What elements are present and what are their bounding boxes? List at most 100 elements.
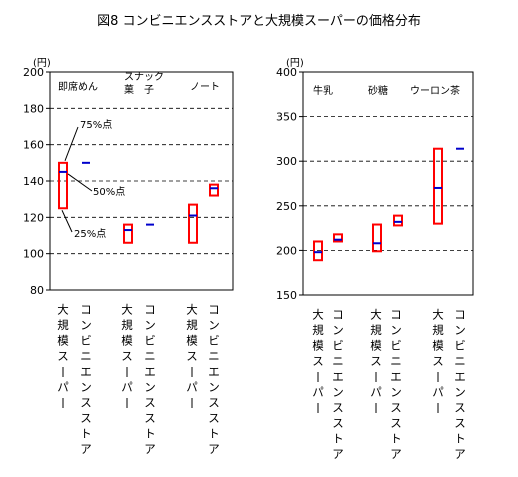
vertical-label-char: ス [144, 411, 156, 425]
annotation-25: 25%点 [74, 228, 106, 240]
vertical-label-char: ン [454, 385, 466, 399]
product-label: ウーロン茶 [410, 84, 460, 97]
vertical-label-char: ス [80, 411, 92, 425]
vertical-label-char: ビ [80, 334, 92, 348]
vertical-label-char: コ [80, 303, 92, 317]
product-label: 砂糖 [368, 84, 388, 97]
vertical-label-char: 模 [57, 334, 69, 348]
chart-title: 図8 コンビニエンスストアと大規模スーパーの価格分布 [97, 14, 421, 29]
y-tick-label: 200 [276, 244, 297, 257]
vertical-label-char: エ [454, 370, 466, 384]
y-tick-label: 200 [23, 66, 44, 79]
box-iqr [393, 214, 403, 227]
vertical-label-char: ト [144, 427, 156, 441]
y-tick-label: 400 [276, 66, 297, 79]
vertical-label-char: パ [370, 385, 382, 399]
vertical-label-char: ス [370, 354, 382, 368]
box-iqr [313, 240, 323, 262]
vertical-label-char: 模 [121, 334, 133, 348]
vertical-label-char: ン [80, 380, 92, 394]
box-iqr [209, 183, 219, 197]
vertical-label-char: パ [432, 385, 444, 399]
vertical-label-char: ビ [454, 339, 466, 353]
vertical-label-char: ト [454, 432, 466, 446]
vertical-label-char: ン [208, 380, 220, 394]
vertical-label-char: 規 [432, 323, 444, 337]
y-tick-label: 350 [276, 111, 297, 124]
store-label: コンビニエンスストア [208, 303, 220, 457]
store-label: コンビニエンスストア [332, 308, 344, 462]
vertical-label-char: ビ [390, 339, 402, 353]
vertical-label-char: ン [144, 318, 156, 332]
box-iqr [433, 147, 443, 225]
vertical-label-char: 大 [121, 303, 133, 317]
vertical-label-char: ニ [208, 349, 220, 363]
vertical-label-char: 模 [186, 334, 198, 348]
y-tick-label: 180 [23, 102, 44, 115]
vertical-label-char: 規 [312, 323, 324, 337]
vertical-label-char: ス [432, 354, 444, 368]
vertical-label-char: ア [332, 447, 344, 461]
vertical-label-char: ア [454, 447, 466, 461]
vertical-label-char: ス [144, 396, 156, 410]
vertical-label-char: ス [390, 416, 402, 430]
y-tick-label: 140 [23, 175, 44, 188]
vertical-label-char: パ [186, 380, 198, 394]
vertical-label-char: 模 [370, 339, 382, 353]
vertical-label-char: ビ [332, 339, 344, 353]
y-tick-label: 160 [23, 139, 44, 152]
vertical-label-char: 模 [312, 339, 324, 353]
annotation-arrow [64, 126, 79, 162]
vertical-label-char: 模 [432, 339, 444, 353]
vertical-label-char: ビ [208, 334, 220, 348]
vertical-label-char: ア [390, 447, 402, 461]
vertical-label-char: ニ [144, 349, 156, 363]
vertical-label-char: ニ [80, 349, 92, 363]
annotation-arrow [61, 210, 73, 233]
vertical-label-char: エ [80, 365, 92, 379]
vertical-label-char: ビ [144, 334, 156, 348]
vertical-label-char: ス [332, 416, 344, 430]
y-tick-label: 300 [276, 155, 297, 168]
vertical-label-char: コ [332, 308, 344, 322]
vertical-label-char: 大 [370, 308, 382, 322]
vertical-label-char: 大 [57, 303, 69, 317]
vertical-label-char: ニ [454, 354, 466, 368]
vertical-label-char: コ [454, 308, 466, 322]
vertical-label-char: エ [208, 365, 220, 379]
box-iqr [58, 161, 68, 210]
box-iqr [188, 203, 198, 244]
vertical-label-char: ス [332, 401, 344, 415]
vertical-label-char: ア [208, 442, 220, 456]
vertical-label-char: 規 [121, 318, 133, 332]
y-tick-label: 80 [30, 284, 44, 297]
vertical-label-char: 大 [432, 308, 444, 322]
box-iqr [123, 223, 133, 244]
vertical-label-char: 規 [370, 323, 382, 337]
vertical-label-char: ン [144, 380, 156, 394]
vertical-label-char: 規 [186, 318, 198, 332]
y-tick-label: 100 [23, 248, 44, 261]
vertical-label-char: ス [186, 349, 198, 363]
product-label: ノート [190, 82, 220, 93]
vertical-label-char: エ [144, 365, 156, 379]
store-label: コンビニエンスストア [454, 308, 466, 462]
vertical-label-char: ト [80, 427, 92, 441]
vertical-label-char: ア [144, 442, 156, 456]
product-label: スナック [124, 71, 164, 83]
vertical-label-char: ニ [332, 354, 344, 368]
y-tick-label: 150 [276, 289, 297, 302]
chart-panel-2: 150 200 250 300 350 400(円) 牛乳 砂糖 ウーロン茶 [276, 58, 474, 302]
vertical-label-char: ス [312, 354, 324, 368]
annotation-75: 75%点 [80, 119, 112, 131]
vertical-label-char: ト [208, 427, 220, 441]
vertical-label-char: ン [208, 318, 220, 332]
vertical-label-char: ス [80, 396, 92, 410]
vertical-label-char: ス [208, 396, 220, 410]
y-unit-label: (円) [286, 58, 304, 69]
